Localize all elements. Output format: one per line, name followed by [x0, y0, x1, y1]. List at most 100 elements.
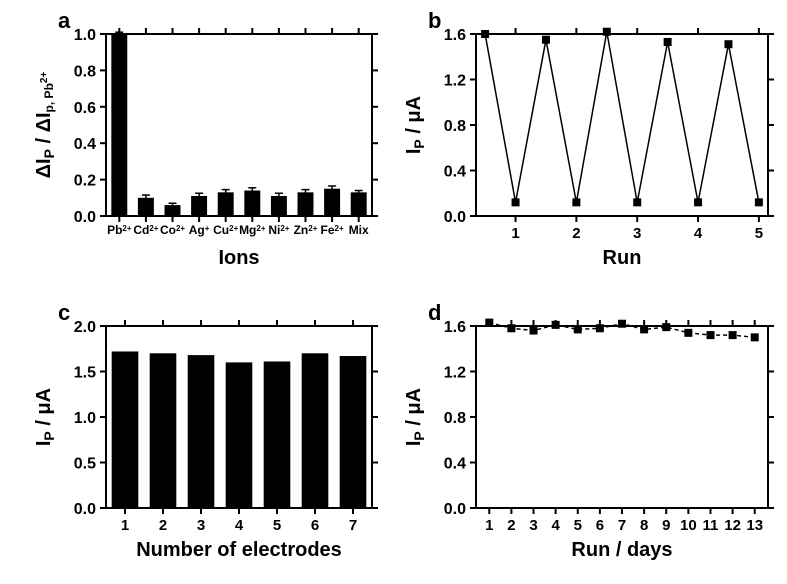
marker	[684, 329, 692, 337]
y-tick-label: 0.0	[74, 501, 96, 518]
bar	[244, 191, 260, 216]
y-axis-title: IP / μA	[403, 388, 427, 446]
x-tick-label: Mix	[349, 223, 369, 237]
marker	[530, 327, 538, 335]
y-tick-label: 0.0	[74, 209, 96, 226]
x-tick-label: 6	[596, 517, 604, 534]
y-axis-title: IP / μA	[33, 388, 57, 446]
x-tick-label: 5	[273, 517, 281, 534]
marker	[640, 325, 648, 333]
x-tick-label: Ag+	[189, 223, 210, 237]
x-axis-title: Number of electrodes	[136, 539, 342, 561]
y-tick-label: 0.4	[444, 164, 466, 181]
x-tick-label: 1	[121, 517, 129, 534]
bar	[111, 34, 127, 216]
panel-label: a	[58, 8, 71, 33]
y-tick-label: 1.2	[444, 365, 466, 382]
y-tick-label: 0.8	[444, 410, 466, 427]
x-tick-label: 2	[159, 517, 167, 534]
bar	[340, 356, 367, 508]
x-tick-label: 2	[572, 225, 580, 242]
figure: a 0.0 0.2 0.4 0.6 0.8 1.0 ΔIP / ΔIp, Pb2+ Pb2+Cd…	[0, 0, 787, 584]
y-axis-title: ΔIP / ΔIp, Pb2+	[33, 72, 57, 179]
marker	[481, 30, 489, 38]
y-tick-label: 0.8	[74, 63, 96, 80]
x-tick-label: Ni2+	[268, 223, 289, 237]
panel-label: c	[58, 300, 70, 325]
y-tick-label: 0.6	[74, 100, 96, 117]
y-tick-label: 0.2	[74, 173, 96, 190]
bar	[150, 353, 177, 508]
x-tick-label: Zn2+	[294, 223, 318, 237]
y-tick-label: 0.4	[74, 136, 96, 153]
x-axis-title: Run / days	[571, 539, 672, 561]
bar	[351, 192, 367, 216]
marker	[755, 198, 763, 206]
marker	[662, 323, 670, 331]
marker	[724, 40, 732, 48]
marker	[633, 198, 641, 206]
series-line	[485, 32, 759, 203]
y-tick-label: 1.5	[74, 365, 96, 382]
x-tick-label: 1	[485, 517, 493, 534]
y-tick-label: 2.0	[74, 319, 96, 336]
bar	[324, 189, 340, 216]
y-tick-label: 1.0	[74, 27, 96, 44]
x-tick-label: 3	[633, 225, 641, 242]
x-tick-label: 4	[551, 517, 560, 534]
marker	[706, 331, 714, 339]
x-tick-label: 10	[680, 517, 697, 534]
bar	[298, 192, 314, 216]
marker	[507, 324, 515, 332]
y-axis-title: IP / μA	[403, 96, 427, 154]
bar	[218, 192, 234, 216]
x-tick-label: 3	[197, 517, 205, 534]
x-tick-label: 9	[662, 517, 670, 534]
x-tick-label: 8	[640, 517, 648, 534]
x-tick-label: 13	[746, 517, 763, 534]
x-tick-label: Pb2+	[107, 223, 132, 237]
marker	[694, 198, 702, 206]
x-tick-label: 4	[694, 225, 703, 242]
marker	[603, 28, 611, 36]
panel-label: d	[428, 300, 441, 325]
x-tick-label: 11	[703, 517, 719, 534]
marker	[596, 324, 604, 332]
x-tick-label: 7	[349, 517, 357, 534]
marker	[618, 320, 626, 328]
marker	[552, 321, 560, 329]
y-tick-label: 0.8	[444, 118, 466, 135]
marker	[485, 319, 493, 327]
y-tick-label: 0.0	[444, 209, 466, 226]
bar	[188, 355, 215, 508]
x-tick-label: 5	[574, 517, 582, 534]
marker	[751, 333, 759, 341]
x-tick-label: 3	[529, 517, 537, 534]
x-axis-title: Ions	[218, 247, 259, 269]
bar	[302, 353, 329, 508]
y-tick-label: 1.0	[74, 410, 96, 427]
marker	[572, 198, 580, 206]
bar	[226, 362, 253, 508]
x-tick-label: 6	[311, 517, 319, 534]
marker	[574, 325, 582, 333]
x-axis-title: Run	[603, 247, 642, 269]
panel-b: b0.00.40.81.21.6IP / μA12345Run	[400, 6, 780, 288]
marker	[729, 331, 737, 339]
x-tick-label: Fe2+	[321, 223, 344, 237]
y-tick-label: 0.4	[444, 456, 466, 473]
x-tick-label: Mg2+	[239, 223, 266, 237]
x-tick-label: 12	[724, 517, 741, 534]
panel-label: b	[428, 8, 441, 33]
marker	[512, 198, 520, 206]
y-tick-label: 0.5	[74, 456, 96, 473]
y-tick-label: 1.6	[444, 27, 466, 44]
x-tick-label: Cd2+	[133, 223, 158, 237]
panel-c: c0.00.51.01.52.0IP / μA1234567Number of …	[20, 298, 385, 580]
x-tick-label: 2	[507, 517, 515, 534]
x-tick-label: 5	[755, 225, 763, 242]
marker	[542, 36, 550, 44]
panel-a: a 0.0 0.2 0.4 0.6 0.8 1.0 ΔIP / ΔIp, Pb2+ Pb2+Cd…	[20, 6, 385, 288]
y-tick-label: 1.2	[444, 73, 466, 90]
bar	[264, 361, 291, 508]
